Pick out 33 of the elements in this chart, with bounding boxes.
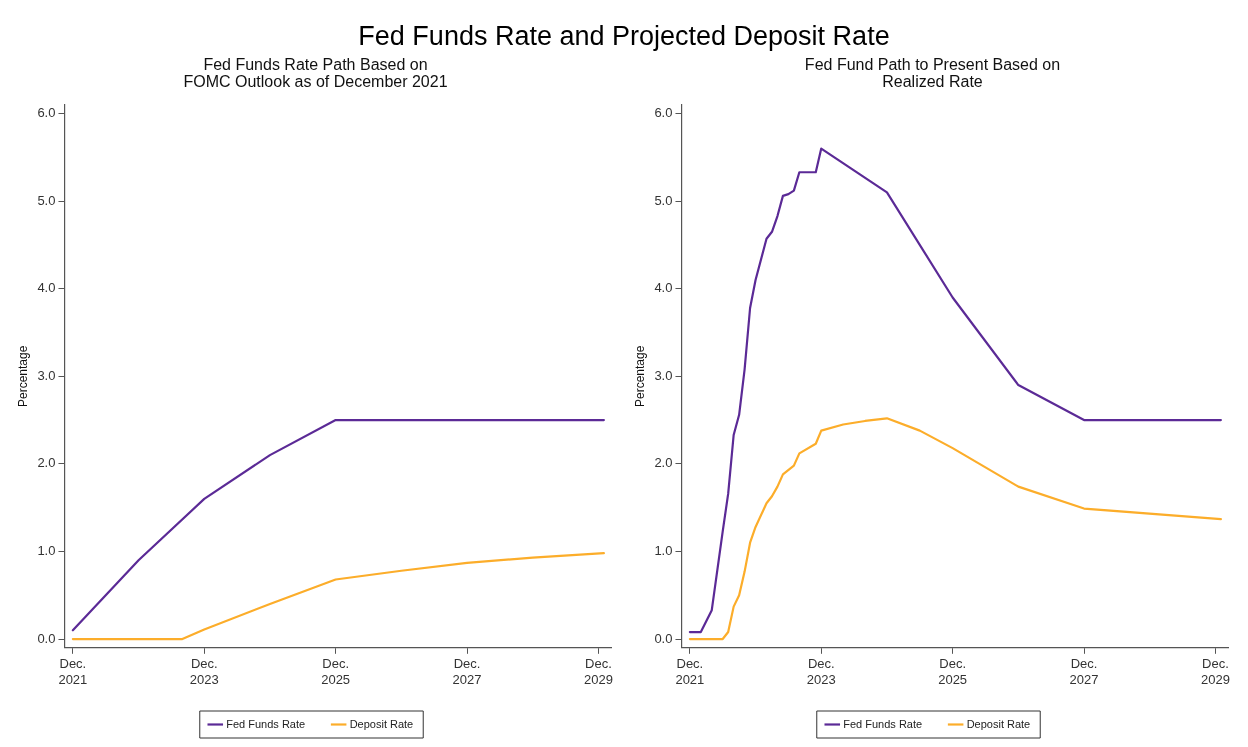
- y-axis-title: Percentage: [15, 345, 30, 407]
- y-tick-label: 6.0: [37, 105, 56, 121]
- y-tick-label: 3.0: [37, 367, 56, 383]
- legend-label: Fed Funds Rate: [226, 717, 306, 730]
- y-tick-label: 2.0: [654, 455, 673, 471]
- y-tick-label: 3.0: [654, 367, 673, 383]
- chart-title: Fed Funds Rate and Projected Deposit Rate: [357, 20, 891, 53]
- y-tick-label: 6.0: [654, 105, 673, 121]
- x-tick-label: Dec. 2025: [938, 656, 968, 687]
- chart-subtitle: Fed Fund Path to Present Based on Realized Rate: [803, 56, 1062, 92]
- x-tick-label: Dec. 2027: [1069, 656, 1099, 687]
- legend-label: Deposit Rate: [966, 717, 1031, 730]
- chart-subtitle: Fed Funds Rate Path Based on FOMC Outlook as of December 2021: [182, 56, 449, 92]
- legend-label: Fed Funds Rate: [843, 717, 923, 730]
- y-tick-label: 4.0: [37, 280, 56, 296]
- legend-label: Deposit Rate: [349, 717, 414, 730]
- x-tick-label: Dec. 2023: [189, 656, 219, 687]
- y-tick-label: 5.0: [654, 192, 673, 208]
- x-tick-label: Dec. 2021: [675, 656, 705, 687]
- y-axis-title: Percentage: [632, 345, 647, 407]
- y-tick-label: 4.0: [654, 280, 673, 296]
- y-tick-label: 1.0: [37, 543, 56, 559]
- y-tick-label: 5.0: [37, 192, 56, 208]
- x-tick-label: Dec. 2029: [583, 656, 613, 687]
- y-tick-label: 0.0: [37, 630, 56, 646]
- y-tick-label: 2.0: [37, 455, 56, 471]
- x-tick-label: Dec. 2025: [321, 656, 351, 687]
- x-tick-label: Dec. 2029: [1200, 656, 1230, 687]
- y-tick-label: 0.0: [654, 630, 673, 646]
- y-tick-label: 1.0: [654, 543, 673, 559]
- x-tick-label: Dec. 2021: [58, 656, 88, 687]
- x-tick-label: Dec. 2027: [452, 656, 482, 687]
- x-tick-label: Dec. 2023: [806, 656, 836, 687]
